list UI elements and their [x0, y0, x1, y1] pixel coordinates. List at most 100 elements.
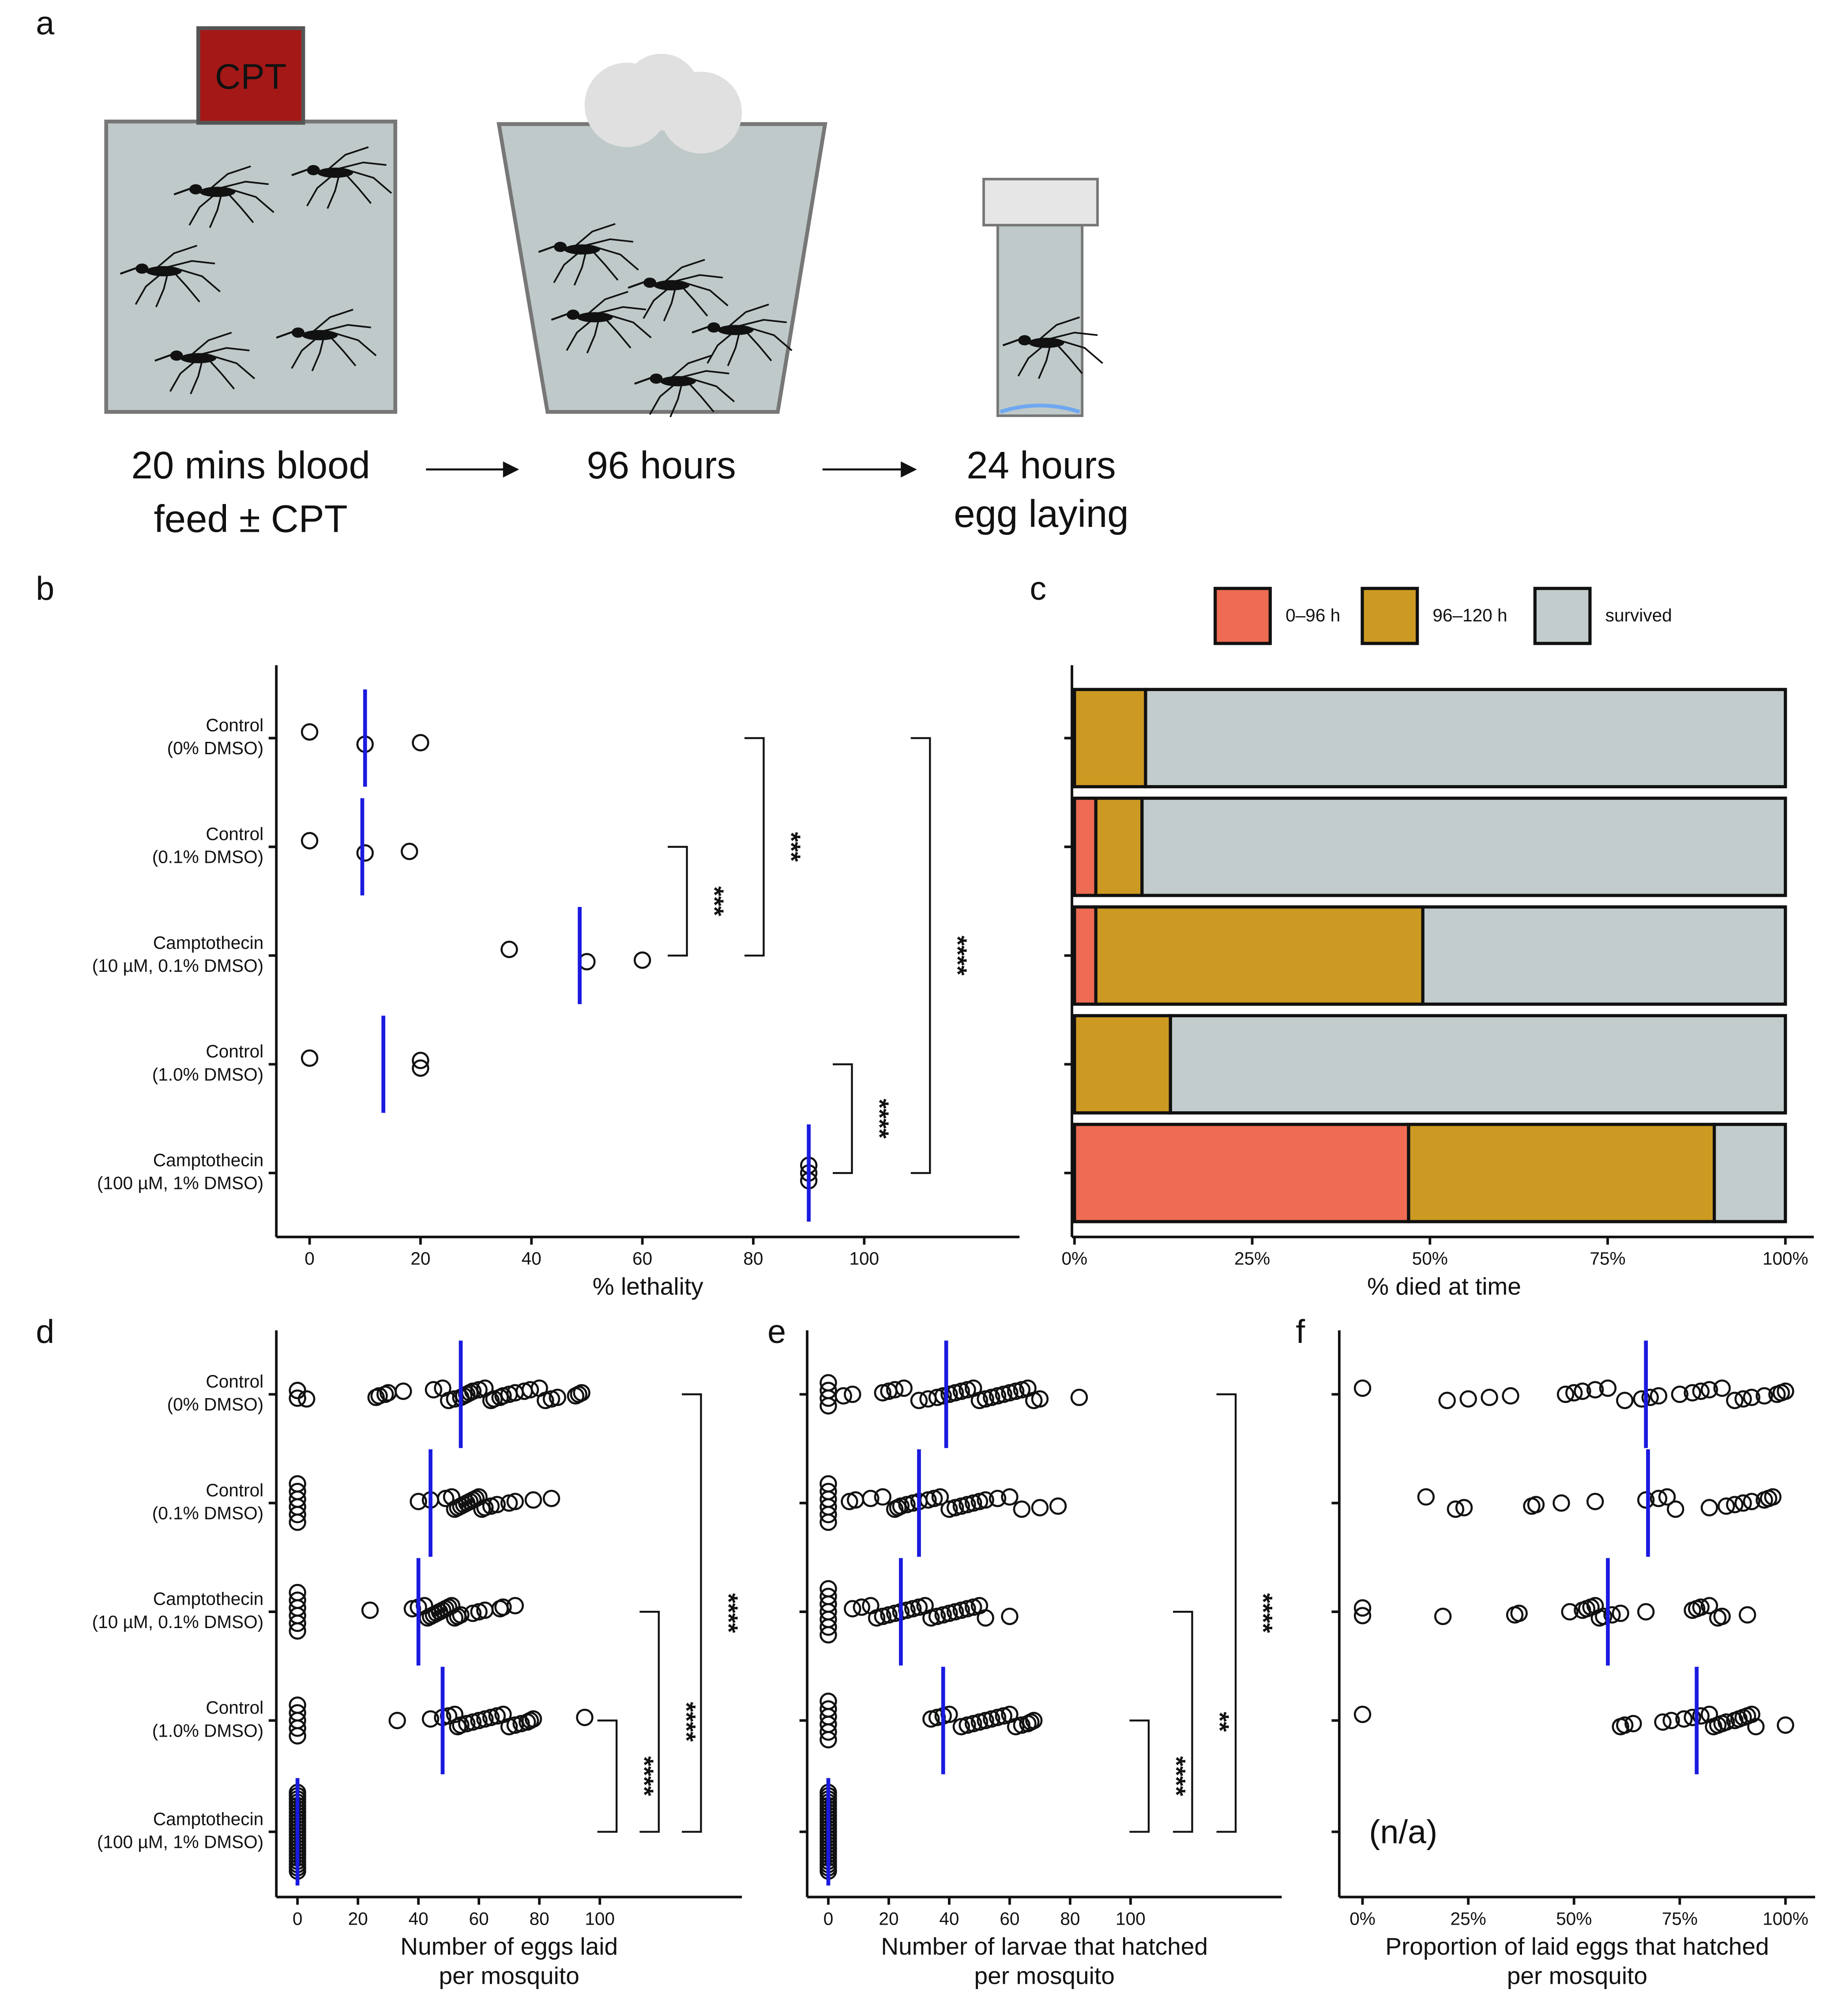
significance-label: **** [1162, 1756, 1190, 1796]
cpt-box [196, 26, 305, 125]
data-point [494, 1598, 512, 1616]
x-axis-label: Proportion of laid eggs that hatched [1385, 1933, 1769, 1960]
data-point [289, 1513, 306, 1531]
x-tick-label: 100 [585, 1908, 615, 1929]
data-point [1662, 1711, 1680, 1730]
cup [496, 122, 827, 414]
x-tick-label: 80 [743, 1249, 763, 1269]
data-point [524, 1710, 542, 1728]
category-label: Camptothecin [153, 1150, 263, 1170]
data-point [1700, 1597, 1718, 1614]
x-tick-label: 100 [1116, 1908, 1146, 1929]
x-tick-label: 60 [1000, 1908, 1019, 1929]
category-label: (1.0% DMSO) [152, 1720, 263, 1741]
data-point [1726, 1496, 1744, 1513]
data-point [452, 1606, 470, 1624]
significance-bracket [833, 1063, 853, 1174]
data-point [549, 1388, 567, 1407]
cpt-label: CPT [215, 57, 286, 97]
data-point [1612, 1604, 1629, 1622]
data-point [488, 1496, 506, 1513]
data-point [301, 832, 319, 850]
data-point [1650, 1489, 1668, 1507]
category-label: Control [206, 1697, 263, 1718]
data-point [1747, 1718, 1765, 1736]
water [1000, 403, 1080, 414]
data-point [1713, 1379, 1731, 1397]
x-axis-label: per mosquito [974, 1962, 1115, 1990]
category-label: Control [206, 1041, 263, 1061]
data-point [1692, 1598, 1710, 1616]
bar-segment [1073, 1123, 1410, 1223]
significance-bracket [639, 1610, 660, 1833]
x-tick-label: 0 [304, 1249, 315, 1269]
category-label: Control [206, 1480, 263, 1500]
data-point [1556, 1385, 1575, 1403]
data-point [356, 844, 374, 862]
x-tick-label: 20 [348, 1908, 368, 1929]
category-label: (1.0% DMSO) [152, 1064, 263, 1084]
data-point [500, 940, 518, 958]
significance-bracket [910, 737, 931, 1174]
legend-label: survived [1605, 605, 1672, 625]
data-point [1671, 1385, 1689, 1403]
data-point [412, 1059, 429, 1077]
bar-segment [1073, 797, 1098, 897]
data-point [820, 1506, 837, 1523]
data-point [1455, 1499, 1473, 1516]
significance-bracket [1216, 1393, 1237, 1833]
data-point [1353, 1599, 1372, 1617]
data-point [289, 1727, 306, 1745]
data-point [1700, 1499, 1718, 1516]
bar-segment [1094, 797, 1144, 897]
x-tick-label: 100% [1763, 1249, 1808, 1269]
data-point [1031, 1390, 1049, 1408]
data-point [1650, 1387, 1668, 1405]
bar-segment [1073, 1014, 1172, 1115]
data-point [1692, 1707, 1710, 1725]
data-point [401, 843, 418, 860]
x-tick-label: 100% [1763, 1908, 1808, 1929]
data-point [1586, 1381, 1604, 1399]
significance-label: **** [1249, 1593, 1277, 1633]
significance-bracket [744, 737, 765, 957]
significance-label: **** [630, 1756, 658, 1796]
data-point [1013, 1500, 1031, 1518]
data-point [1700, 1381, 1718, 1399]
data-point [931, 1488, 949, 1506]
category-label: (0.1% DMSO) [152, 847, 263, 867]
arrow [426, 461, 917, 478]
data-point [289, 1389, 306, 1407]
data-point [820, 1723, 837, 1741]
bar-segment [1169, 1014, 1787, 1115]
data-point [844, 1385, 861, 1403]
x-axis-label: per mosquito [1507, 1962, 1647, 1990]
x-tick-label: 25% [1234, 1249, 1270, 1269]
panel-label: b [36, 570, 54, 607]
data-point [853, 1598, 871, 1616]
data-point [1616, 1392, 1634, 1409]
data-point [1738, 1606, 1756, 1624]
data-point [1510, 1604, 1528, 1622]
data-point [573, 1384, 590, 1402]
data-point [1624, 1715, 1642, 1733]
bar-segment [1407, 1123, 1716, 1223]
significance-bracket [1173, 1610, 1193, 1833]
data-point [1700, 1705, 1718, 1723]
category-label: Camptothecin [153, 1589, 263, 1609]
data-point [1586, 1597, 1604, 1614]
category-label: (10 µM, 0.1% DMSO) [92, 1612, 264, 1632]
data-point [1777, 1382, 1794, 1400]
data-point [1684, 1384, 1701, 1402]
panel-label: c [1030, 570, 1046, 607]
data-point [895, 1379, 913, 1397]
data-point [412, 734, 429, 752]
data-point [506, 1597, 524, 1614]
x-tick-label: 50% [1412, 1249, 1448, 1269]
data-point [1654, 1713, 1672, 1731]
x-tick-label: 40 [409, 1908, 429, 1929]
data-point [1527, 1496, 1545, 1513]
significance-label: **** [714, 1593, 742, 1633]
category-label: (0% DMSO) [167, 1394, 264, 1414]
data-point [1684, 1708, 1701, 1726]
